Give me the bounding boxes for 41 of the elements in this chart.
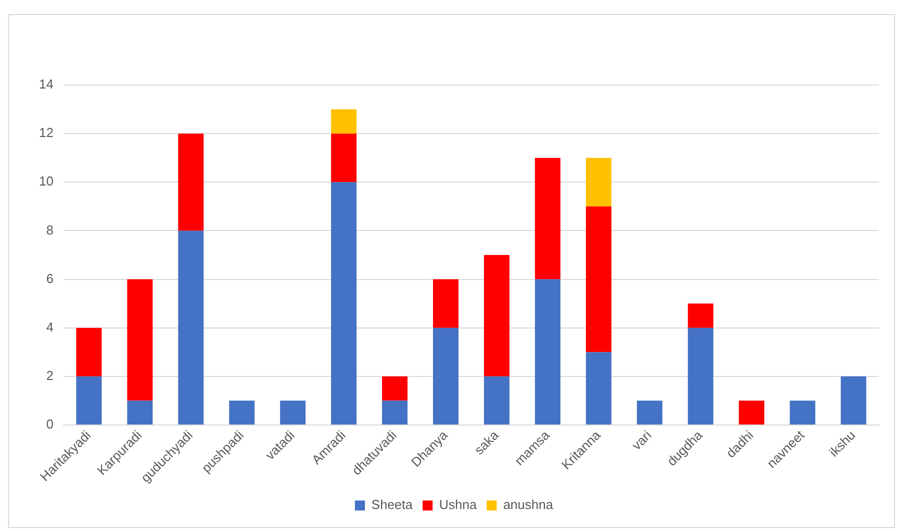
bar [433, 279, 458, 328]
y-tick-label: 10 [38, 174, 54, 189]
bar [586, 158, 612, 206]
bar [840, 376, 866, 424]
bar [534, 279, 560, 424]
bar [127, 279, 153, 401]
bar [331, 182, 357, 424]
legend-label: anushna [503, 497, 554, 512]
bar [76, 328, 102, 376]
y-tick-label: 0 [46, 416, 54, 432]
bar [76, 376, 102, 424]
y-tick-label: 2 [46, 368, 54, 383]
bar [127, 400, 153, 424]
bar [738, 400, 764, 424]
x-tick-label: vari [628, 427, 654, 453]
y-tick-label: 12 [38, 125, 54, 140]
bar [688, 328, 714, 424]
legend-label: Sheeta [371, 497, 414, 512]
y-tick-label: 4 [46, 319, 54, 334]
bar [790, 400, 816, 424]
bar [433, 328, 458, 424]
bar [178, 230, 204, 424]
bar [229, 400, 255, 424]
bar [331, 109, 357, 134]
bar [178, 134, 204, 231]
bar [586, 206, 612, 352]
x-tick-label: saka [471, 426, 502, 458]
bar [534, 158, 560, 280]
bar [484, 254, 510, 376]
bar [484, 376, 510, 424]
y-tick-label: 8 [46, 222, 54, 238]
bar [382, 400, 408, 424]
legend-label: Ushna [439, 497, 478, 512]
bar [636, 400, 662, 424]
y-tick-label: 6 [46, 270, 54, 286]
bar [382, 376, 408, 401]
bar [586, 352, 612, 424]
bar [688, 304, 714, 328]
bar [331, 134, 357, 182]
y-tick-label: 14 [38, 76, 54, 92]
bar [280, 400, 306, 424]
